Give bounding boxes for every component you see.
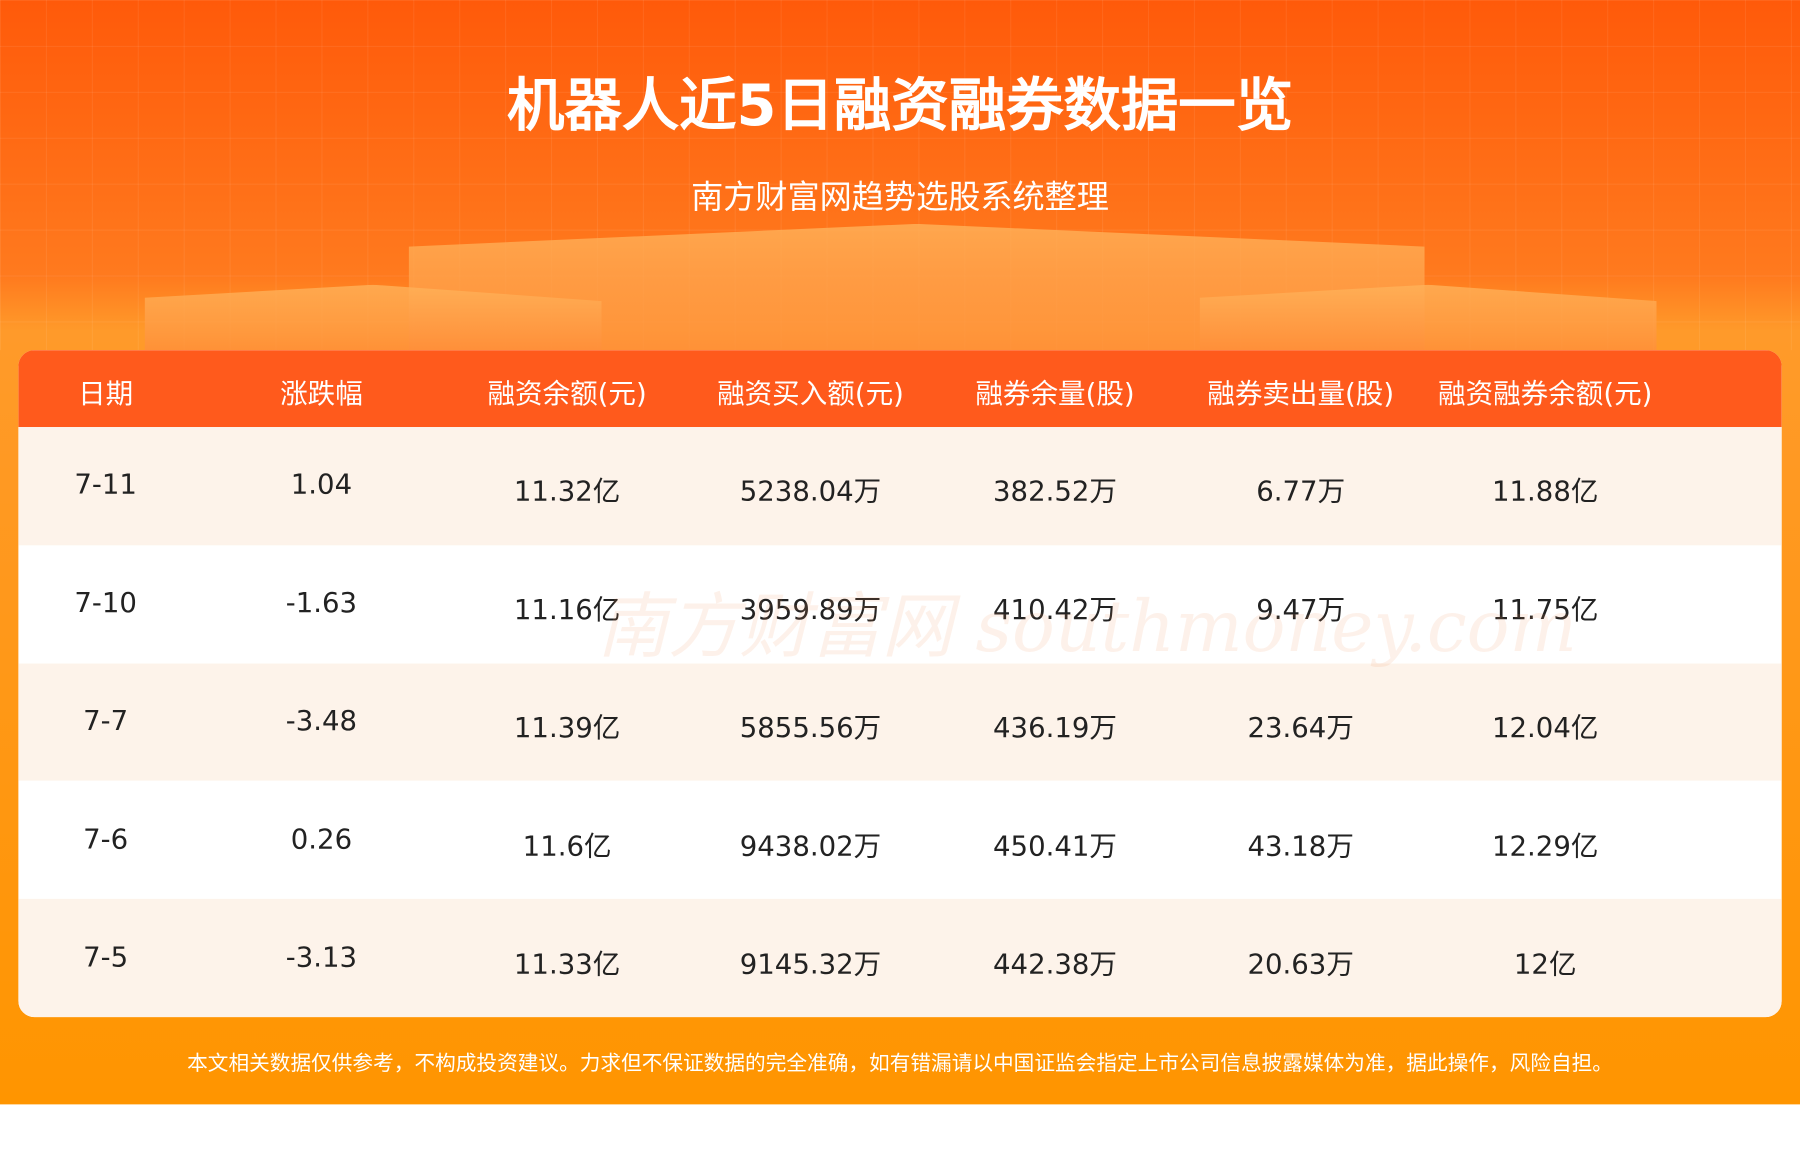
column-header: 融资余额(元) [487, 377, 647, 410]
table-cell: 11.6亿 [522, 829, 612, 862]
column-header: 融资融券余额(元) [1438, 377, 1653, 410]
table-cell: 436.19万 [993, 711, 1117, 744]
table-row: 7-10 -1.63 11.16亿 3959.89万 410.42万 9.47万 11.75… [18, 545, 1781, 663]
decor-block [144, 284, 602, 351]
column-header: 融券余量(股) [975, 377, 1135, 410]
table-cell: 9145.32万 [739, 947, 882, 980]
table-cell: 11.33亿 [513, 947, 621, 980]
table-cell: 7-10 [74, 586, 137, 619]
decor-block [1199, 284, 1657, 351]
table-cell: 0.26 [290, 822, 353, 856]
table-cell: 9.47万 [1256, 593, 1346, 626]
column-header: 融券卖出量(股) [1207, 377, 1395, 410]
table-row: 7-6 0.26 11.6亿 9438.02万 450.41万 43.18万 12.29亿 [18, 781, 1781, 899]
column-header: 融资买入额(元) [717, 377, 904, 410]
table-cell: 410.42万 [993, 593, 1117, 626]
column-header: 涨跌幅 [280, 377, 363, 410]
table-cell: 11.39亿 [513, 711, 621, 744]
table-cell: 11.88亿 [1491, 475, 1599, 508]
table-cell: 11.32亿 [513, 475, 621, 508]
table-cell: -3.48 [285, 704, 358, 737]
page-subtitle: 南方财富网趋势选股系统整理 [691, 177, 1109, 216]
table-cell: 382.52万 [993, 475, 1117, 508]
table-cell: 9438.02万 [739, 829, 882, 862]
table-cell: 7-6 [83, 822, 129, 856]
table-cell: 450.41万 [993, 829, 1117, 862]
table-cell: 12亿 [1513, 947, 1577, 980]
table-header: 日期 涨跌幅 融资余额(元) 融资买入额(元) 融券余量(股) 融券卖出量(股) 融资融券余… [18, 350, 1782, 428]
table-cell: 12.04亿 [1491, 711, 1599, 744]
table-cell: 7-7 [83, 704, 129, 737]
table-cell: -3.13 [285, 940, 358, 974]
table-cell: 7-5 [83, 940, 129, 974]
table-cell: 3959.89万 [739, 593, 882, 626]
table-row: 7-11 1.04 11.32亿 5238.04万 382.52万 6.77万 11.88亿 [18, 427, 1782, 546]
table-cell: 23.64万 [1247, 711, 1354, 744]
table-cell: 5855.56万 [739, 711, 882, 744]
table-row: 7-7 -3.48 11.39亿 5855.56万 436.19万 23.64万 12.04… [18, 663, 1782, 782]
page-title: 机器人近5日融资融券数据一览 [506, 72, 1294, 139]
table-cell: 7-11 [74, 468, 137, 501]
table-cell: 1.04 [290, 468, 353, 501]
data-table: 日期 涨跌幅 融资余额(元) 融资买入额(元) 融券余量(股) 融券卖出量(股) 融资融券余… [18, 350, 1782, 1018]
table-row: 7-5 -3.13 11.33亿 9145.32万 442.38万 20.63万 12亿 [18, 899, 1782, 1018]
table-cell: 11.16亿 [513, 593, 621, 626]
table-cell: 11.75亿 [1491, 593, 1599, 626]
table-cell: 20.63万 [1247, 947, 1354, 980]
table-cell: 6.77万 [1256, 475, 1346, 508]
table-cell: 12.29亿 [1491, 829, 1599, 862]
disclaimer: 本文相关数据仅供参考，不构成投资建议。力求但不保证数据的完全准确，如有错漏请以中… [187, 1051, 1613, 1076]
table-cell: -1.63 [285, 586, 358, 619]
column-header: 日期 [78, 377, 134, 410]
table-cell: 5238.04万 [739, 475, 882, 508]
table-cell: 442.38万 [993, 947, 1117, 980]
table-cell: 43.18万 [1247, 829, 1354, 862]
